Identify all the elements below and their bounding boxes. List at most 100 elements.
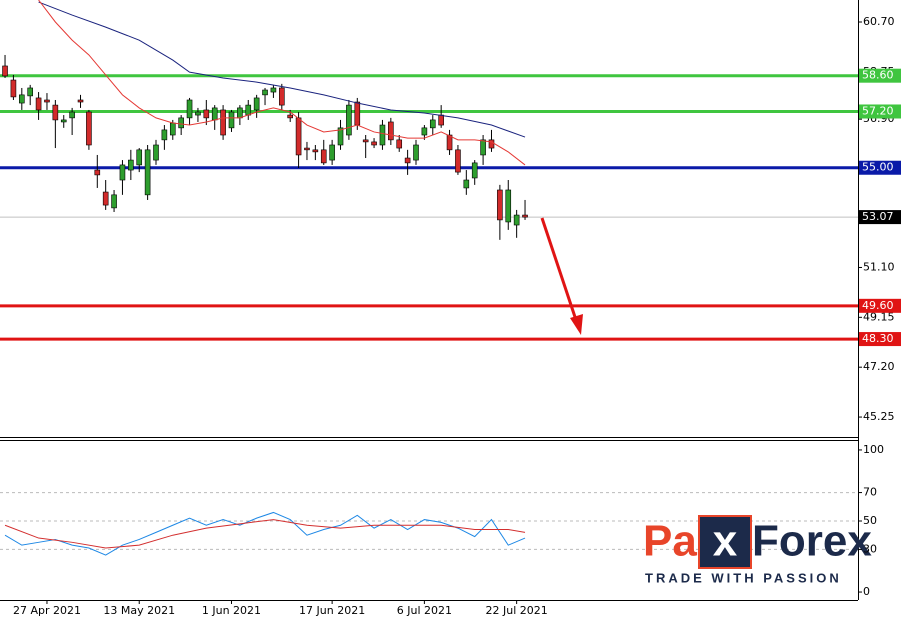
- candle-body: [52, 104, 59, 121]
- candle-body: [237, 107, 243, 119]
- candle-body: [111, 194, 117, 209]
- candle-body: [228, 111, 235, 129]
- candle-body: [522, 214, 528, 218]
- candle-body: [295, 117, 302, 156]
- candle-body: [86, 111, 92, 146]
- candle-body: [329, 144, 335, 161]
- candle-body: [220, 109, 226, 136]
- candle-body: [455, 149, 461, 173]
- candle-body: [144, 149, 151, 196]
- candle-body: [10, 79, 17, 98]
- current-price-label: 53.07: [862, 210, 894, 223]
- logo-box: [698, 515, 752, 569]
- candle-body: [262, 89, 268, 96]
- candle-body: [463, 179, 470, 189]
- candle-body: [35, 97, 42, 111]
- candle-body: [161, 129, 168, 141]
- candle-body: [186, 99, 193, 119]
- candle-body: [404, 157, 411, 164]
- candle-body: [136, 149, 143, 166]
- candle-body: [354, 101, 361, 126]
- candle-body: [505, 189, 512, 223]
- candle-body: [169, 122, 176, 136]
- candle-body: [446, 134, 453, 151]
- y-tick-label: 100: [863, 443, 884, 456]
- candle-body: [203, 109, 210, 119]
- candle-body: [421, 127, 428, 136]
- candle-body: [438, 114, 444, 126]
- candle-body: [270, 87, 277, 93]
- candle-body: [69, 111, 75, 119]
- indicator-line: [4, 519, 526, 549]
- candle-body: [245, 104, 252, 116]
- candle-body: [287, 114, 293, 119]
- candle-body: [320, 149, 327, 164]
- indicator-line: [4, 511, 526, 556]
- candle-body: [388, 121, 394, 141]
- current-price-box: [859, 210, 901, 225]
- y-tick-label: 49.15: [863, 310, 895, 323]
- y-tick-label: 45.25: [863, 410, 895, 423]
- candle-body: [346, 104, 352, 136]
- candle-body: [497, 189, 503, 221]
- candle-body: [19, 94, 25, 104]
- y-tick-label: 0: [863, 585, 870, 598]
- level-label: 48.30: [862, 332, 894, 345]
- candle-body: [396, 139, 403, 149]
- candle-body: [488, 139, 495, 149]
- candle-body: [102, 191, 109, 206]
- plot-layer: [0, 0, 858, 556]
- level-label: 57.20: [862, 104, 894, 117]
- logo-part: Forex: [752, 517, 872, 566]
- candle-body: [119, 164, 126, 181]
- level-box: [859, 332, 901, 347]
- x-tick-label: 17 Jun 2021: [299, 604, 365, 617]
- candle-body: [253, 97, 260, 111]
- candle-body: [362, 139, 369, 143]
- candle-body: [371, 141, 377, 146]
- candle-body: [2, 65, 8, 77]
- moving-average: [38, 1, 526, 138]
- x-tick-label: 13 May 2021: [103, 604, 175, 617]
- x-tick-label: 22 Jul 2021: [486, 604, 548, 617]
- candle-body: [413, 144, 419, 161]
- candle-body: [279, 87, 285, 106]
- y-tick-label: 30: [863, 542, 877, 555]
- y-tick-label: 51.10: [863, 260, 895, 273]
- candle-body: [429, 119, 436, 129]
- level-box: [859, 160, 901, 175]
- y-tick-label: 70: [863, 486, 877, 499]
- candle-body: [480, 139, 486, 156]
- y-tick-label: 50: [863, 514, 877, 527]
- level-box: [859, 68, 901, 83]
- x-tick-label: 6 Jul 2021: [397, 604, 452, 617]
- candle-body: [60, 119, 67, 123]
- candle-body: [304, 147, 310, 151]
- logo-tagline: TRADE WITH PASSION: [645, 570, 842, 585]
- candle-body: [27, 87, 33, 97]
- y-tick-label: 47.20: [863, 360, 895, 373]
- level-label: 49.60: [862, 299, 894, 312]
- level-label: 55.00: [862, 161, 894, 174]
- candle-body: [77, 99, 84, 103]
- level-box: [859, 104, 901, 119]
- candle-body: [379, 124, 386, 146]
- candle-body: [513, 214, 520, 226]
- level-label: 58.60: [862, 69, 894, 82]
- candle-body: [312, 149, 319, 153]
- logo-part: Pa: [643, 517, 697, 566]
- candle-body: [178, 117, 184, 129]
- x-tick-label: 1 Jun 2021: [202, 604, 261, 617]
- moving-average: [38, 0, 526, 166]
- level-box: [859, 298, 901, 313]
- logo-part: x: [713, 517, 738, 566]
- candle-body: [195, 111, 201, 116]
- x-tick-label: 27 Apr 2021: [13, 604, 81, 617]
- candle-body: [94, 169, 101, 176]
- forecast-arrow: [540, 217, 583, 335]
- candle-body: [153, 144, 159, 161]
- candle-body: [128, 159, 134, 171]
- candle-body: [471, 162, 478, 179]
